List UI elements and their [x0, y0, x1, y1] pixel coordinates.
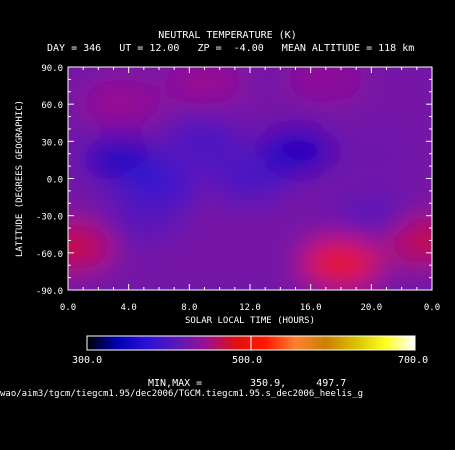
- heatmap-feature: [165, 67, 244, 105]
- y-tick-label: -60.0: [36, 250, 63, 260]
- minmax-label: MIN,MAX =: [148, 378, 203, 389]
- heatmap-blur-group: [68, 67, 432, 290]
- x-tick-label: 20.0: [360, 303, 382, 313]
- heatmap-field: [68, 67, 432, 290]
- heatmap-feature: [286, 67, 366, 102]
- colorbar-min-label: 300.0: [72, 355, 103, 366]
- colorbar-mid-label: 500.0: [232, 355, 263, 366]
- heatmap-feature: [68, 224, 112, 269]
- minmax-values: 350.9, 497.7: [250, 378, 347, 389]
- heatmap-feature: [331, 131, 411, 177]
- y-tick-label: 30.0: [41, 138, 63, 148]
- heatmap-feature: [165, 119, 244, 164]
- y-tick-label: 60.0: [41, 101, 63, 111]
- x-tick-label: 0.0: [60, 303, 76, 313]
- plot-title: NEUTRAL TEMPERATURE (K): [158, 30, 297, 41]
- heatmap-feature: [195, 224, 275, 269]
- x-tick-label: 16.0: [300, 303, 322, 313]
- y-tick-label: 0.0: [47, 176, 63, 186]
- colorbar-max-label: 700.0: [398, 355, 429, 366]
- plot-subtitle: DAY = 346 UT = 12.00 ZP = -4.00 MEAN ALT…: [47, 43, 415, 54]
- x-tick-label: 0.0: [424, 303, 440, 313]
- heatmap-feature: [331, 193, 411, 238]
- x-tick-label: 8.0: [181, 303, 197, 313]
- y-tick-label: 90.0: [41, 64, 63, 74]
- heatmap-feature: [301, 240, 381, 286]
- heatmap-feature: [210, 156, 290, 201]
- file-path: wao/aim3/tgcm/tiegcm1.95/dec2006/TGCM.ti…: [0, 389, 364, 399]
- heatmap-feature: [81, 79, 161, 124]
- heatmap-feature: [104, 193, 184, 238]
- x-tick-label: 4.0: [121, 303, 137, 313]
- x-tick-label: 12.0: [239, 303, 261, 313]
- y-tick-label: -90.0: [36, 287, 63, 297]
- y-tick-label: -30.0: [36, 213, 63, 223]
- y-axis-label: LATITUDE (DEGREES GEOGRAPHIC): [15, 100, 25, 257]
- x-axis-label: SOLAR LOCAL TIME (HOURS): [185, 316, 315, 326]
